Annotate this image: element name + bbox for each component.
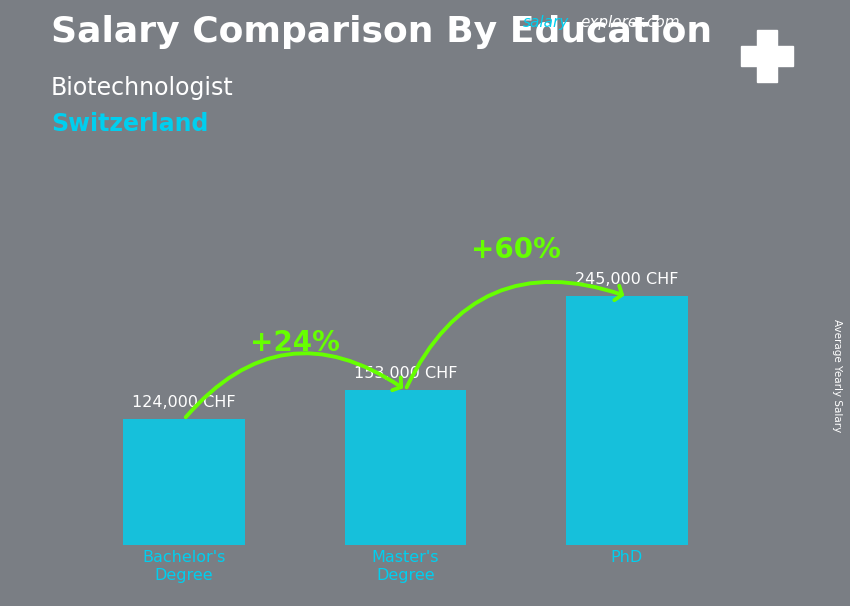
- Text: Salary Comparison By Education: Salary Comparison By Education: [51, 15, 712, 49]
- Bar: [566, 296, 688, 545]
- Bar: [344, 390, 467, 545]
- Text: 245,000 CHF: 245,000 CHF: [575, 272, 678, 287]
- Text: +60%: +60%: [471, 236, 561, 264]
- Bar: [123, 419, 245, 545]
- Text: Biotechnologist: Biotechnologist: [51, 76, 234, 100]
- Bar: [741, 46, 793, 66]
- Text: Switzerland: Switzerland: [51, 112, 208, 136]
- Text: explorer.com: explorer.com: [581, 15, 680, 30]
- Text: salary: salary: [523, 15, 569, 30]
- Bar: [757, 30, 777, 82]
- Text: +24%: +24%: [250, 329, 340, 358]
- Text: Average Yearly Salary: Average Yearly Salary: [832, 319, 842, 432]
- Text: 124,000 CHF: 124,000 CHF: [132, 395, 235, 410]
- Text: 153,000 CHF: 153,000 CHF: [354, 366, 457, 381]
